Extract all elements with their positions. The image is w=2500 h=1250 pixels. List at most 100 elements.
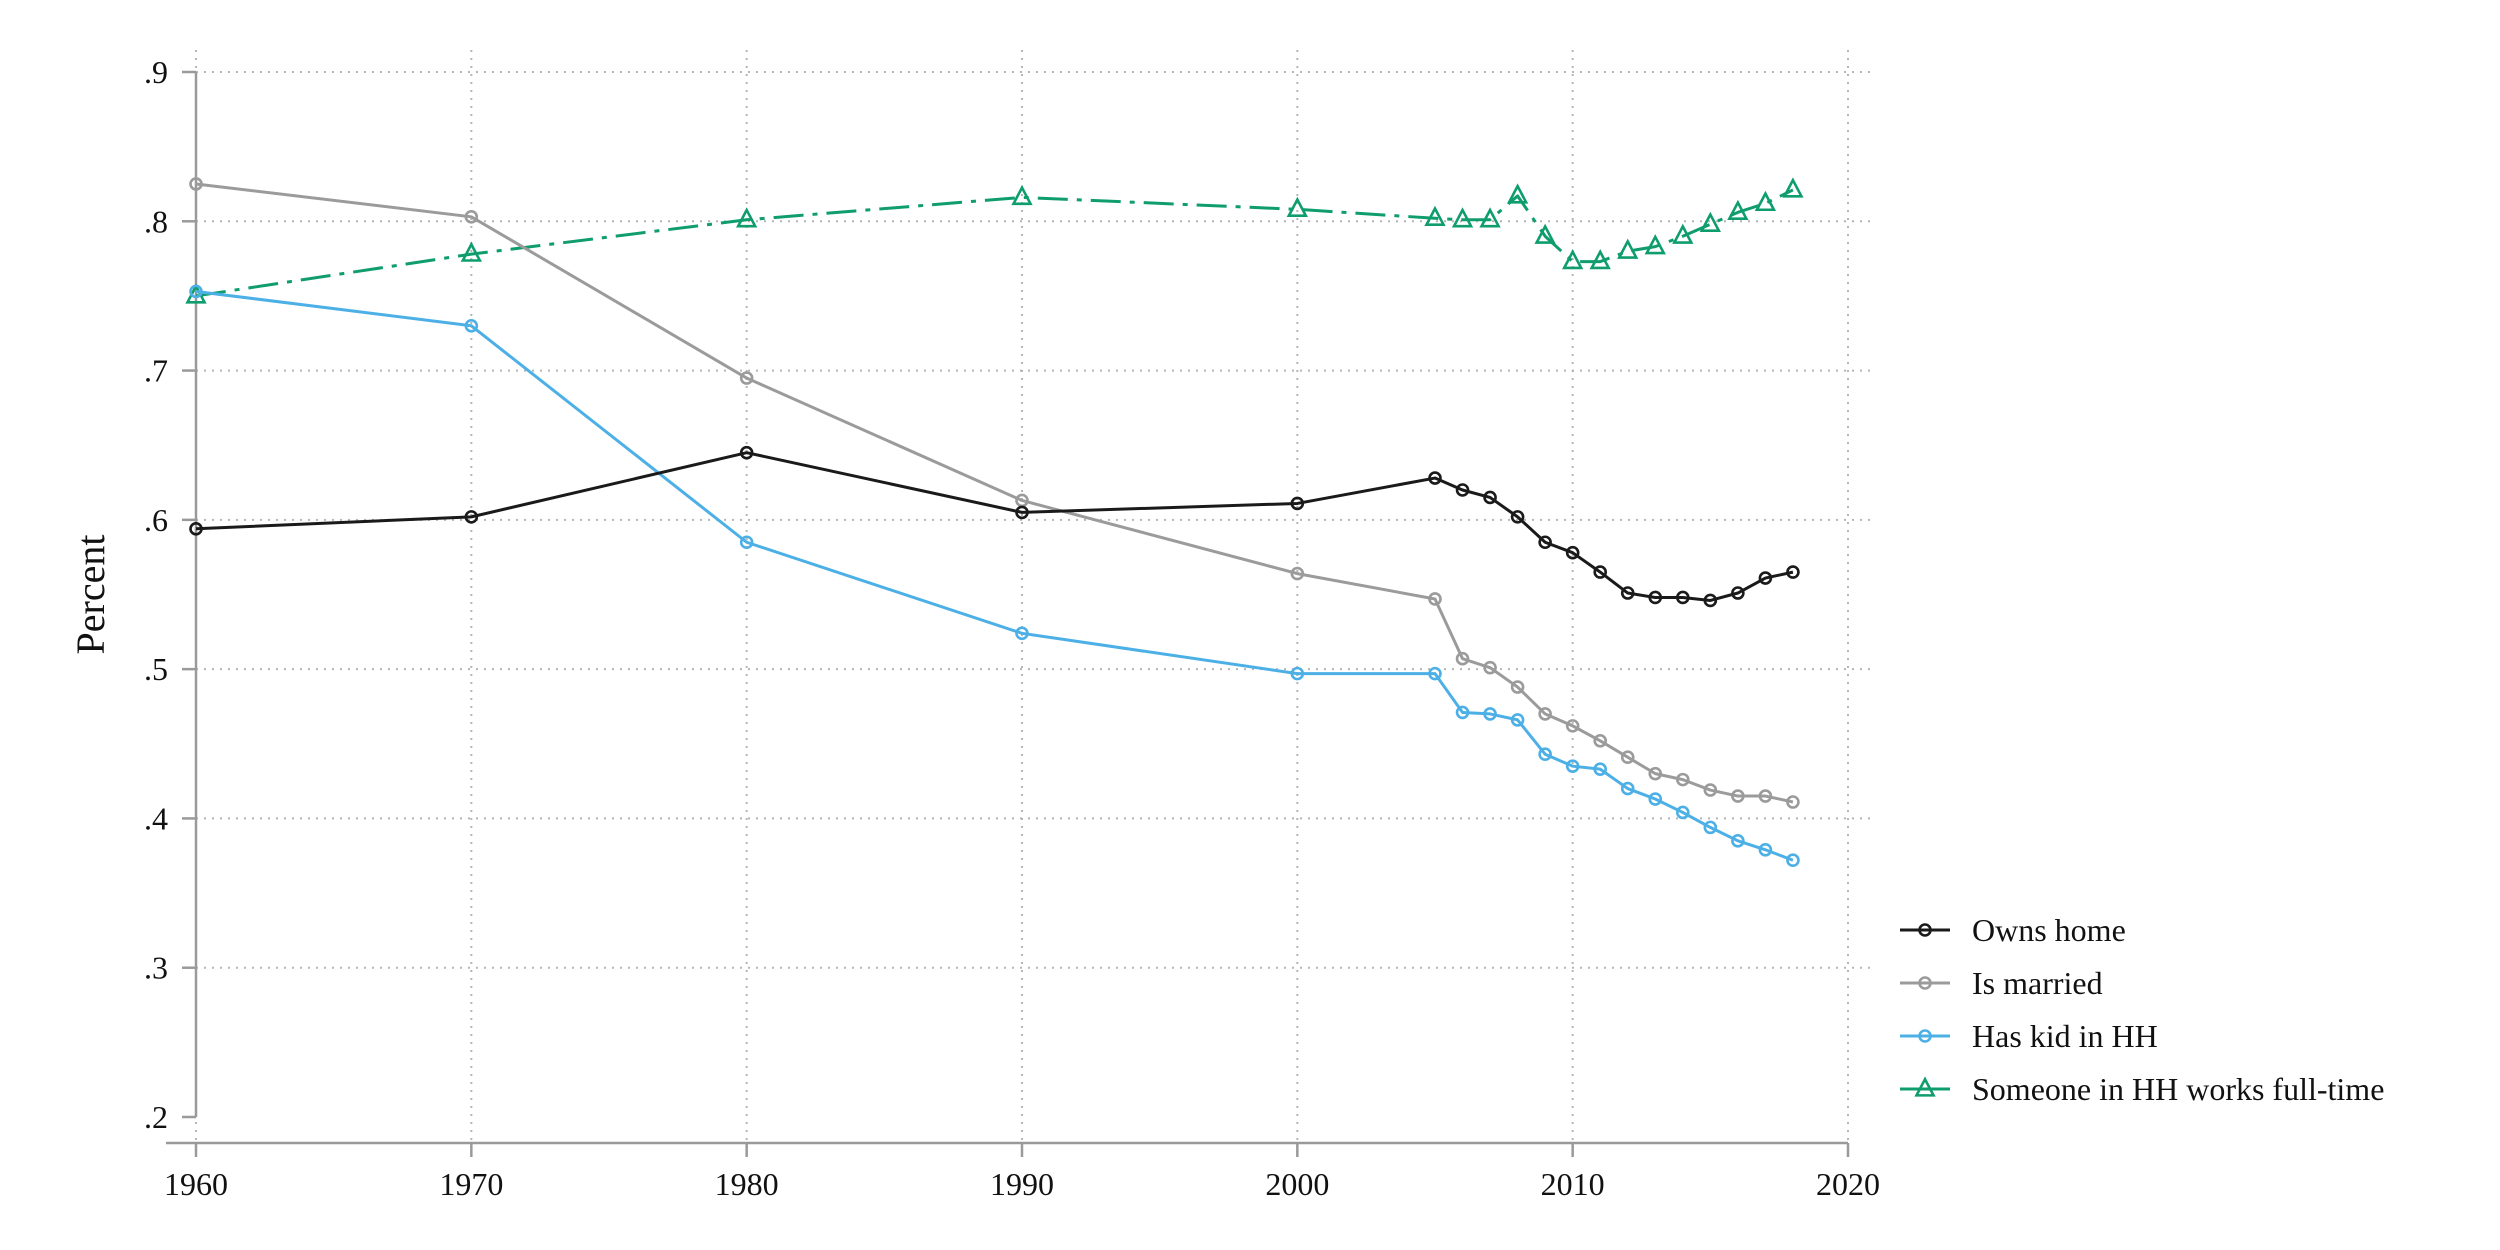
data-point-someone-in-hh-works-full-time [460,241,482,262]
data-point-has-kid-in-hh [1015,626,1029,641]
legend-label: Is married [1972,965,2103,1001]
data-point-is-married [1290,566,1305,581]
y-axis-title: Percent [68,535,113,655]
data-point-has-kid-in-hh [1455,705,1470,720]
legend: Owns home Is married Has kid in HH Someone … [1900,912,2384,1107]
series-has-kid-in-hh [189,284,1800,868]
series-line-has-kid-in-hh [195,289,1794,862]
data-point-owns-home [464,510,479,524]
data-point-has-kid-in-hh [739,535,754,550]
data-point-has-kid-in-hh [1428,666,1442,681]
data-point-someone-in-hh-works-full-time [1534,223,1556,244]
x-tick-label: 1980 [715,1166,779,1202]
data-point-has-kid-in-hh [1290,666,1305,681]
data-point-is-married [1510,680,1525,694]
data-point-has-kid-in-hh [1483,707,1497,721]
legend-item-someone-in-hh-works-full-time: Someone in HH works full-time [1900,1071,2384,1107]
series-line-someone-in-hh-works-full-time [195,188,1794,298]
data-point-has-kid-in-hh [189,284,203,299]
data-point-has-kid-in-hh [1593,762,1607,776]
data-point-someone-in-hh-works-full-time [1506,183,1529,204]
x-tick-label: 2020 [1816,1166,1880,1202]
x-tick-label: 2000 [1265,1166,1329,1202]
data-point-someone-in-hh-works-full-time [1617,238,1639,259]
data-point-someone-in-hh-works-full-time [1727,199,1749,221]
series-line-is-married [195,182,1794,804]
legend-swatch-marker [1914,1076,1936,1097]
data-point-has-kid-in-hh [1510,713,1525,727]
y-tick-label: .3 [144,950,168,986]
legend-item-is-married: Is married [1900,965,2103,1001]
data-point-is-married [1620,750,1635,765]
legend-label: Owns home [1972,912,2126,948]
data-point-someone-in-hh-works-full-time [1011,184,1033,206]
data-point-someone-in-hh-works-full-time [1451,207,1474,228]
data-point-has-kid-in-hh [1758,842,1773,857]
x-tick-label: 1990 [990,1166,1054,1202]
legend-item-owns-home: Owns home [1900,912,2126,948]
data-point-someone-in-hh-works-full-time [736,207,758,228]
y-tick-label: .8 [144,203,168,239]
data-point-is-married [1593,733,1607,748]
data-point-someone-in-hh-works-full-time [1699,211,1721,232]
axis-layer: .2 .3 .4 .5 .6 .7 .8 .9 1960 1970 1980 1990 2000 2010… [68,54,1880,1202]
data-point-has-kid-in-hh [1620,781,1635,796]
data-point-owns-home [1290,496,1305,511]
y-tick-label: .5 [144,651,168,687]
data-point-has-kid-in-hh [1648,792,1663,806]
data-point-owns-home [739,445,754,460]
data-point-has-kid-in-hh [1538,747,1552,762]
data-point-is-married [1703,783,1718,797]
data-point-owns-home [1648,590,1663,605]
data-point-someone-in-hh-works-full-time [1562,249,1584,270]
data-point-is-married [464,210,479,224]
legend-swatch-marker [1918,923,1932,937]
data-point-owns-home [1731,586,1745,600]
x-tick-label: 1960 [164,1166,228,1202]
y-tick-label: .9 [144,54,168,90]
data-point-has-kid-in-hh [464,318,479,333]
data-point-owns-home [1565,545,1580,560]
x-tick-label: 1970 [439,1166,503,1202]
series-someone-in-hh-works-full-time [185,177,1804,304]
data-point-is-married [189,177,203,191]
data-point-is-married [1538,707,1552,721]
data-point-has-kid-in-hh [1703,820,1718,835]
data-point-owns-home [1483,490,1497,505]
data-point-is-married [1758,789,1773,803]
legend-label: Someone in HH works full-time [1972,1071,2384,1107]
data-point-owns-home [1620,586,1635,600]
data-point-owns-home [1015,505,1029,520]
data-point-someone-in-hh-works-full-time [1424,205,1446,226]
series-is-married [189,177,1800,809]
data-point-owns-home [1538,535,1552,550]
y-tick-label: .2 [144,1099,168,1135]
legend-swatch-marker [1918,1029,1932,1043]
series-line-owns-home [195,451,1794,602]
data-point-is-married [1731,789,1745,803]
data-point-owns-home [189,522,203,536]
data-point-is-married [1483,660,1497,675]
data-point-owns-home [1758,571,1773,585]
data-point-someone-in-hh-works-full-time [1286,196,1308,218]
data-point-someone-in-hh-works-full-time [1479,207,1501,228]
y-tick-label: .7 [144,353,168,389]
data-point-is-married [739,371,754,385]
y-tick-label: .6 [144,502,168,538]
data-point-is-married [1428,592,1442,606]
data-point-is-married [1565,719,1580,733]
data-point-owns-home [1510,510,1525,524]
data-point-someone-in-hh-works-full-time [1644,234,1666,255]
data-point-is-married [1786,795,1800,809]
data-point-has-kid-in-hh [1676,805,1690,820]
data-point-is-married [1676,772,1690,787]
legend-item-has-kid-in-hh: Has kid in HH [1900,1018,2158,1054]
series-owns-home [189,445,1800,608]
legend-swatch-marker [1918,976,1932,990]
series-layer [185,177,1804,868]
y-tick-label: .4 [144,800,168,836]
data-point-owns-home [1676,590,1690,605]
